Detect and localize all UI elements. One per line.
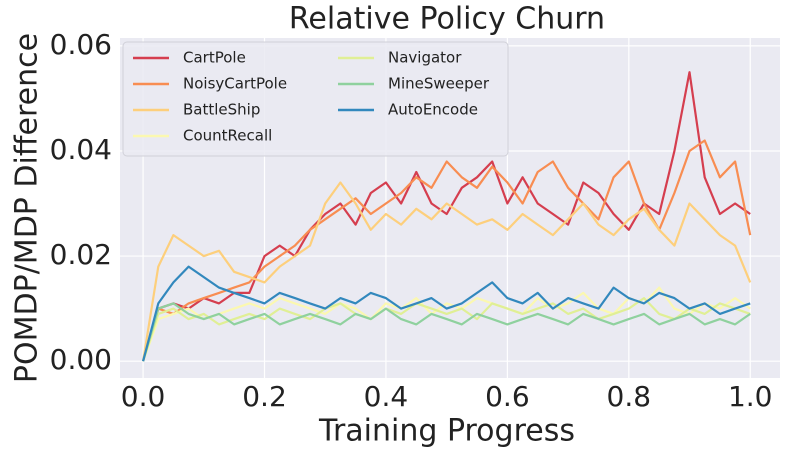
legend-box <box>122 41 509 157</box>
chart-title: Relative Policy Churn <box>289 2 605 37</box>
x-tick-label: 0.2 <box>242 380 287 413</box>
x-tick-label: 0.4 <box>364 380 409 413</box>
y-tick-label: 0.02 <box>50 238 112 271</box>
x-axis-label: Training Progress <box>318 414 575 449</box>
series-line <box>142 297 751 362</box>
legend-label: BattleShip <box>183 101 260 119</box>
series-line <box>142 71 751 362</box>
legend: CartPole NoisyCartPole BattleShip CountReca… <box>122 41 509 157</box>
legend-label: CountRecall <box>183 127 272 145</box>
series-line <box>142 139 752 362</box>
y-tick-label: 0.06 <box>50 28 112 61</box>
legend-label: CartPole <box>183 49 246 67</box>
legend-label: Navigator <box>388 49 462 67</box>
legend-label: NoisyCartPole <box>183 75 287 93</box>
series-line <box>142 302 751 362</box>
x-tick-label: 0.8 <box>607 380 652 413</box>
series-line <box>142 286 751 362</box>
series-line <box>142 181 752 362</box>
y-tick-label: 0.04 <box>50 133 112 166</box>
x-tick-label: 1.0 <box>728 380 773 413</box>
y-tick-label: 0.00 <box>50 343 112 376</box>
y-axis-label: POMDP/MDP Difference <box>10 33 45 383</box>
series-line <box>142 265 751 362</box>
x-tick-label: 0.0 <box>121 380 166 413</box>
legend-label: AutoEncode <box>388 101 478 119</box>
x-tick-label: 0.6 <box>485 380 530 413</box>
legend-label: MineSweeper <box>388 75 490 93</box>
